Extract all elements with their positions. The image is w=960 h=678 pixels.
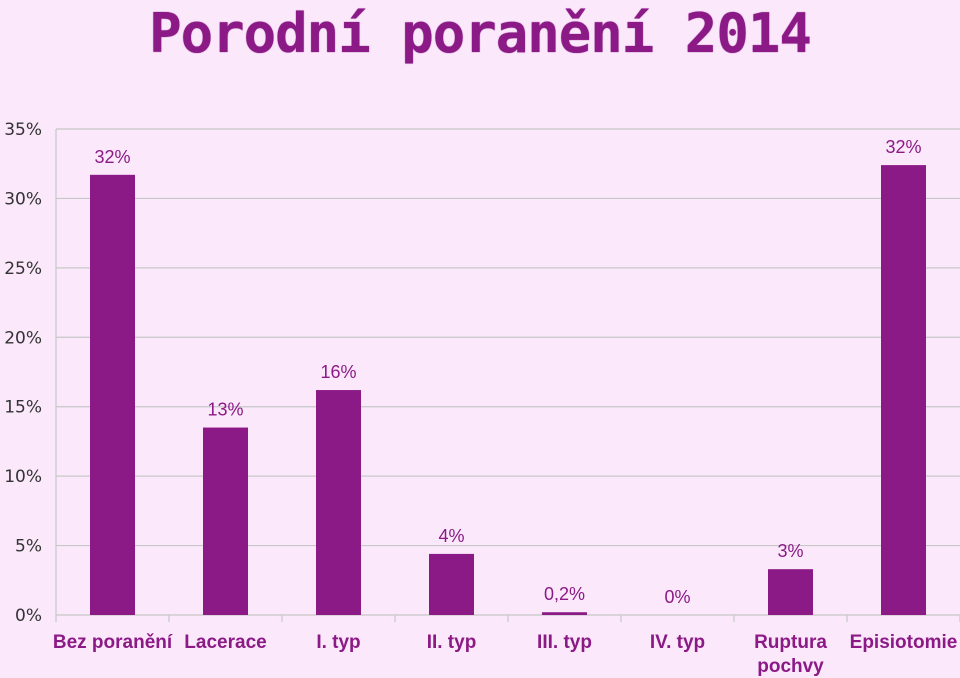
y-tick-label: 20%: [4, 328, 42, 348]
data-label: 32%: [885, 137, 921, 157]
bars: [90, 165, 926, 616]
y-tick-label: 15%: [4, 398, 42, 418]
chart-title: Porodní poranění 2014: [149, 2, 812, 65]
gridlines: [56, 128, 960, 616]
bar: [542, 612, 587, 615]
category-label: III. typ: [537, 632, 592, 653]
bar: [90, 174, 135, 615]
category-label: IV. typ: [650, 632, 705, 653]
y-tick-label: 25%: [4, 259, 42, 279]
data-label: 3%: [777, 541, 803, 561]
y-axis: 0% 5% 10% 15% 20% 25% 30% 35%: [4, 120, 57, 626]
data-label: 0,2%: [544, 584, 585, 604]
category-label: Ruptura pochvy: [754, 632, 827, 677]
category-label: Lacerace: [184, 632, 266, 653]
category-label: I. typ: [316, 632, 360, 653]
bar: [768, 569, 813, 615]
bar: [316, 390, 361, 615]
y-tick-label: 35%: [4, 120, 42, 140]
y-tick-label: 10%: [4, 467, 42, 487]
data-label: 0%: [664, 587, 690, 607]
y-tick-label: 0%: [15, 606, 42, 626]
data-label: 32%: [94, 147, 130, 167]
y-tick-label: 5%: [15, 537, 42, 557]
category-label: Episiotomie: [850, 632, 958, 653]
y-tick-label: 30%: [4, 189, 42, 209]
data-label: 13%: [207, 400, 243, 420]
bar: [429, 553, 474, 615]
bar: [881, 165, 926, 616]
data-label: 4%: [438, 526, 464, 546]
category-label: Bez poranění: [53, 632, 173, 653]
bar: [203, 427, 248, 615]
data-label: 16%: [320, 362, 356, 382]
category-label: II. typ: [427, 632, 477, 653]
x-axis: Bez poranění Lacerace I. typ II. typ III. ty…: [53, 615, 960, 677]
data-labels: 32% 13% 16% 4% 0,2% 0% 3% 32%: [94, 137, 921, 607]
